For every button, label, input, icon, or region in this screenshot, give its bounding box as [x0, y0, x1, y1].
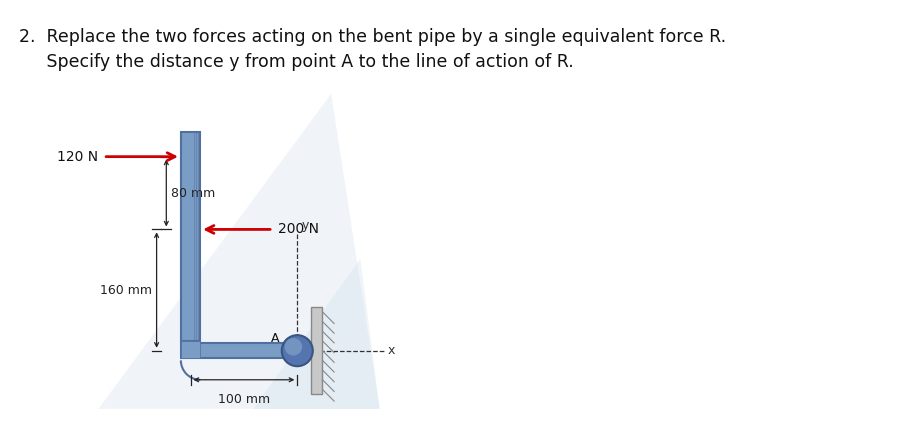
Polygon shape: [181, 133, 200, 341]
Text: 80 mm: 80 mm: [171, 187, 216, 200]
Text: Specify the distance y from point A to the line of action of R.: Specify the distance y from point A to t…: [19, 53, 574, 71]
Polygon shape: [253, 258, 380, 409]
Polygon shape: [181, 341, 200, 358]
Circle shape: [285, 338, 302, 355]
Text: 100 mm: 100 mm: [218, 393, 270, 406]
Circle shape: [281, 335, 313, 366]
Text: 200 N: 200 N: [278, 222, 319, 237]
Polygon shape: [181, 343, 299, 358]
Text: y: y: [301, 219, 308, 232]
Polygon shape: [98, 93, 380, 409]
Polygon shape: [311, 307, 323, 394]
Text: 120 N: 120 N: [57, 149, 98, 164]
Text: 2.  Replace the two forces acting on the bent pipe by a single equivalent force : 2. Replace the two forces acting on the …: [19, 28, 726, 45]
Text: x: x: [388, 344, 395, 357]
Text: 160 mm: 160 mm: [100, 284, 152, 296]
Text: A: A: [272, 332, 280, 345]
